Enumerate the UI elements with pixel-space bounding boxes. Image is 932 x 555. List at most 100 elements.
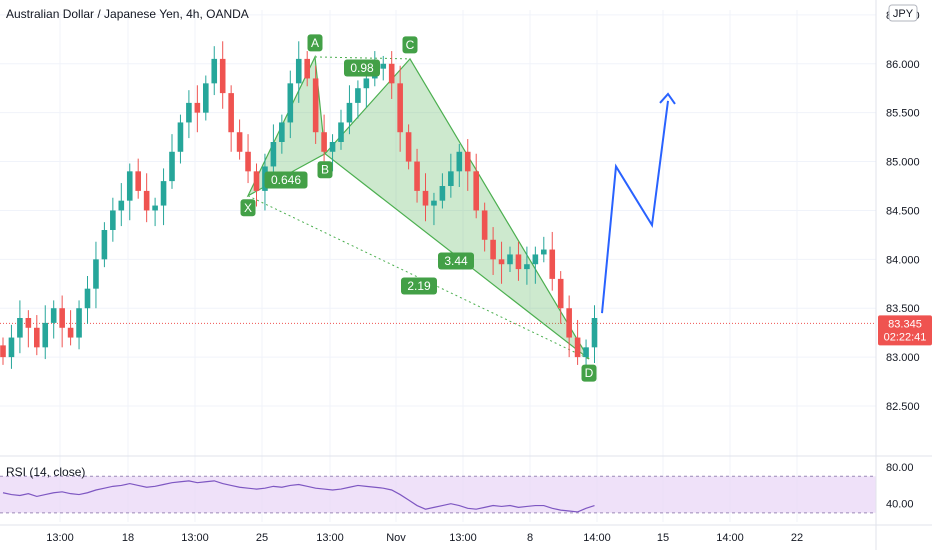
- projection-line[interactable]: [601, 100, 669, 314]
- x-tick-label: 14:00: [716, 532, 744, 544]
- candle-body[interactable]: [295, 58, 302, 84]
- bcd-triangle[interactable]: [324, 57, 590, 360]
- x-tick-label: 8: [527, 532, 533, 544]
- candle-body[interactable]: [152, 205, 158, 211]
- rsi-line[interactable]: [2, 480, 595, 513]
- point-label-a: A: [311, 36, 319, 50]
- candle-body[interactable]: [93, 259, 99, 289]
- candle-body[interactable]: [312, 78, 319, 133]
- candle-body[interactable]: [507, 254, 513, 265]
- ratio-label-bg: [401, 277, 437, 295]
- candle-body[interactable]: [84, 288, 91, 309]
- x-tick-label: 14:00: [583, 532, 611, 544]
- candle-body[interactable]: [566, 308, 572, 338]
- candle-body[interactable]: [481, 210, 488, 240]
- candle-body[interactable]: [541, 249, 547, 255]
- candle-body[interactable]: [304, 58, 310, 79]
- candle-body[interactable]: [279, 122, 285, 142]
- candle-body[interactable]: [25, 318, 32, 328]
- candle-body[interactable]: [194, 102, 201, 113]
- candle-body[interactable]: [464, 151, 471, 172]
- candle-body[interactable]: [50, 308, 57, 323]
- candle-body[interactable]: [160, 181, 167, 206]
- candle-body[interactable]: [591, 318, 598, 348]
- x-tick-label: 22: [791, 532, 803, 544]
- candle-body[interactable]: [397, 83, 403, 133]
- candle-body[interactable]: [219, 58, 226, 94]
- point-label-c: C: [406, 38, 415, 52]
- candle-body[interactable]: [321, 132, 327, 152]
- candle-body[interactable]: [287, 83, 294, 123]
- candle-body[interactable]: [490, 239, 496, 260]
- candle-body[interactable]: [363, 78, 370, 89]
- candle-body[interactable]: [59, 308, 65, 328]
- y-tick-label: 83.000: [886, 352, 920, 364]
- ratio-label: 2.19: [407, 279, 431, 293]
- candle-body[interactable]: [169, 151, 175, 182]
- x-tick-label: 13:00: [46, 532, 74, 544]
- ratio-label-bg: [344, 59, 380, 77]
- ratio-label: 3.44: [444, 254, 468, 268]
- candle-body[interactable]: [0, 345, 6, 358]
- candle-body[interactable]: [329, 142, 336, 152]
- candle-body[interactable]: [498, 259, 505, 265]
- candle-body[interactable]: [76, 308, 82, 338]
- candle-body[interactable]: [456, 151, 463, 172]
- candle-body[interactable]: [211, 58, 218, 84]
- candle-body[interactable]: [515, 254, 522, 270]
- projection-path[interactable]: [601, 92, 676, 314]
- candle-body[interactable]: [532, 254, 539, 265]
- candle-body[interactable]: [203, 83, 209, 113]
- candle-body[interactable]: [118, 200, 125, 211]
- last-price-value: 83.345: [888, 318, 922, 330]
- candle-body[interactable]: [439, 186, 446, 201]
- candle-body[interactable]: [448, 171, 454, 186]
- candle-body[interactable]: [186, 102, 192, 123]
- candle-body[interactable]: [549, 249, 556, 279]
- candle-body[interactable]: [346, 102, 353, 123]
- candle-body[interactable]: [355, 88, 361, 103]
- candle-body[interactable]: [67, 327, 74, 338]
- rsi-panel[interactable]: [0, 475, 876, 514]
- candle-body[interactable]: [135, 171, 141, 191]
- candle-body[interactable]: [414, 161, 420, 191]
- candle-body[interactable]: [473, 171, 479, 211]
- candle-body[interactable]: [8, 337, 15, 358]
- y-tick-label: 83.500: [886, 303, 920, 315]
- candle-body[interactable]: [524, 264, 530, 270]
- rsi-tick-label: 80.00: [886, 462, 914, 474]
- candle-body[interactable]: [143, 190, 150, 211]
- candle-body[interactable]: [236, 132, 243, 152]
- candle-body[interactable]: [557, 278, 564, 309]
- y-tick-label: 82.500: [886, 401, 920, 413]
- countdown-timer: 02:22:41: [884, 331, 927, 343]
- candle-body[interactable]: [583, 347, 589, 358]
- candle-body[interactable]: [101, 230, 108, 260]
- candle-body[interactable]: [34, 327, 40, 348]
- candle-body[interactable]: [388, 63, 395, 84]
- candle-body[interactable]: [422, 190, 429, 206]
- candle-body[interactable]: [431, 200, 437, 206]
- candle-body[interactable]: [245, 151, 251, 172]
- candle-body[interactable]: [270, 142, 277, 167]
- candle-body[interactable]: [110, 210, 116, 230]
- candle-body[interactable]: [380, 63, 387, 69]
- x-tick-label: 25: [256, 532, 268, 544]
- currency-label: JPY: [893, 8, 914, 20]
- candle-body[interactable]: [405, 132, 412, 162]
- candle-body[interactable]: [338, 122, 344, 142]
- candle-body[interactable]: [253, 171, 260, 191]
- candle-body[interactable]: [42, 322, 49, 348]
- candle-body[interactable]: [126, 171, 133, 201]
- candle-body[interactable]: [177, 122, 184, 152]
- x-tick-label: 13:00: [449, 532, 477, 544]
- currency-badge[interactable]: [888, 4, 918, 22]
- point-label-a-bg: [307, 34, 323, 52]
- x-tick-label: 18: [122, 532, 134, 544]
- candle-body[interactable]: [228, 93, 234, 133]
- candle-body[interactable]: [574, 337, 581, 358]
- candlestick-series[interactable]: [0, 41, 598, 369]
- candle-body[interactable]: [17, 318, 23, 338]
